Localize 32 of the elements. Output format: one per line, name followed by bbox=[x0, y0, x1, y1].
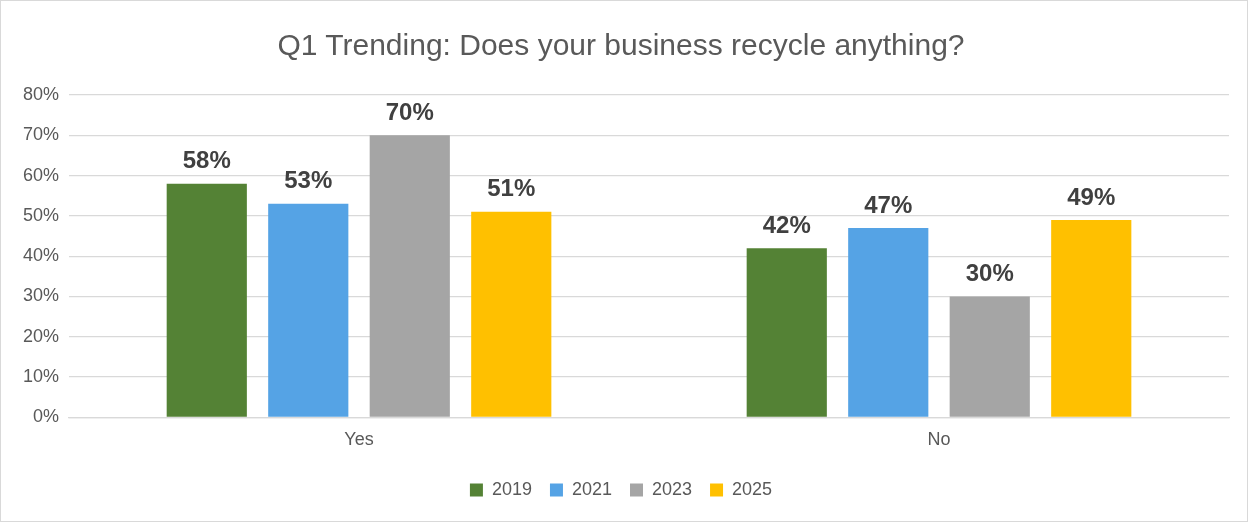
y-tick-label: 0% bbox=[33, 406, 60, 427]
data-label: 42% bbox=[762, 210, 811, 238]
x-tick-label: Yes bbox=[344, 429, 374, 450]
y-tick-label: 60% bbox=[23, 164, 60, 185]
y-tick-label: 10% bbox=[23, 366, 60, 387]
data-label: 58% bbox=[182, 146, 231, 174]
bar bbox=[1051, 219, 1132, 417]
data-label: 49% bbox=[1067, 182, 1116, 210]
data-label: 47% bbox=[864, 190, 913, 218]
chart-title: Q1 Trending: Does your business recycle anything? bbox=[277, 28, 965, 62]
data-label: 70% bbox=[385, 97, 434, 125]
bar bbox=[369, 135, 450, 417]
data-label: 30% bbox=[965, 259, 1014, 287]
bar bbox=[166, 183, 247, 417]
bar bbox=[268, 203, 349, 417]
bar bbox=[949, 296, 1030, 417]
y-tick-label: 20% bbox=[23, 325, 60, 346]
y-tick-label: 80% bbox=[23, 83, 60, 104]
y-tick-label: 40% bbox=[23, 245, 60, 266]
legend-label: 2025 bbox=[732, 478, 773, 499]
y-tick-label: 30% bbox=[23, 285, 60, 306]
bar bbox=[746, 248, 827, 417]
data-label: 53% bbox=[284, 166, 333, 194]
legend-label: 2021 bbox=[571, 478, 612, 499]
bar bbox=[848, 227, 929, 417]
legend-label: 2019 bbox=[491, 478, 532, 499]
y-tick-label: 70% bbox=[23, 124, 60, 145]
data-label: 51% bbox=[487, 174, 536, 202]
x-tick-label: No bbox=[927, 429, 951, 450]
bar bbox=[471, 211, 552, 417]
legend-label: 2023 bbox=[652, 478, 693, 499]
y-tick-label: 50% bbox=[23, 204, 60, 225]
